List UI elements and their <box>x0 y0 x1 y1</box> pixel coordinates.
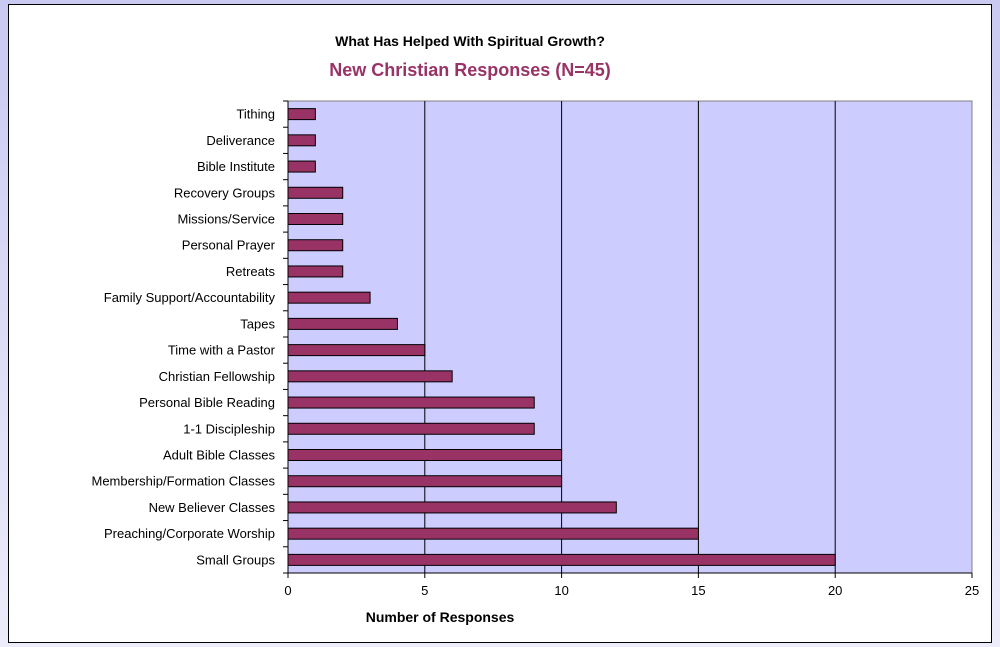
bar-2 <box>287 160 316 173</box>
x-tick-label-2: 10 <box>554 583 568 598</box>
bar-3 <box>287 186 344 199</box>
x-tick-labels: 0 5 10 15 20 25 <box>284 583 979 598</box>
bar-16 <box>287 527 699 540</box>
x-tick-label-1: 5 <box>421 583 428 598</box>
plot-area <box>287 100 973 574</box>
bar-6 <box>287 265 344 278</box>
bar-12 <box>287 422 535 435</box>
category-label-7: Family Support/Accountability <box>104 290 276 305</box>
bar-4 <box>287 213 344 225</box>
axes <box>283 100 973 578</box>
category-label-5: Personal Prayer <box>182 238 276 253</box>
bar-chart: What Has Helped With Spiritual Growth? N… <box>91 33 979 625</box>
category-label-9: Time with a Pastor <box>168 343 276 358</box>
bar-0 <box>287 108 316 121</box>
category-label-1: Deliverance <box>206 133 275 148</box>
gridlines <box>424 101 836 573</box>
bar-17 <box>287 553 836 566</box>
bars <box>287 108 836 566</box>
category-label-4: Missions/Service <box>177 212 275 227</box>
bar-10 <box>287 370 453 383</box>
bar-7 <box>287 291 371 304</box>
bar-5 <box>287 239 344 252</box>
x-tick-label-5: 25 <box>965 583 979 598</box>
x-axis-title: Number of Responses <box>366 609 515 625</box>
category-label-2: Bible Institute <box>197 159 275 174</box>
category-label-10: Christian Fellowship <box>159 369 275 384</box>
category-label-13: Adult Bible Classes <box>163 448 275 463</box>
bar-13 <box>287 449 563 461</box>
x-tick-label-3: 15 <box>691 583 705 598</box>
category-label-17: Small Groups <box>196 552 275 567</box>
category-label-11: Personal Bible Reading <box>139 395 275 410</box>
bar-9 <box>287 344 426 357</box>
bar-14 <box>287 475 563 488</box>
category-label-12: 1-1 Discipleship <box>183 421 275 436</box>
bar-11 <box>287 396 535 409</box>
bar-15 <box>287 501 617 514</box>
bar-1 <box>287 134 316 147</box>
category-label-8: Tapes <box>240 316 275 331</box>
x-tick-label-0: 0 <box>284 583 291 598</box>
category-labels: Tithing Deliverance Bible Institute Recover… <box>91 107 275 568</box>
category-label-3: Recovery Groups <box>174 185 276 200</box>
bar-8 <box>287 317 398 330</box>
chart-subtitle: New Christian Responses (N=45) <box>329 60 611 80</box>
chart-title: What Has Helped With Spiritual Growth? <box>335 33 605 49</box>
category-label-6: Retreats <box>226 264 276 279</box>
category-label-16: Preaching/Corporate Worship <box>104 526 275 541</box>
category-label-14: Membership/Formation Classes <box>91 474 275 489</box>
category-label-15: New Believer Classes <box>149 500 276 515</box>
chart-frame: What Has Helped With Spiritual Growth? N… <box>8 4 992 643</box>
category-label-0: Tithing <box>236 107 275 122</box>
x-tick-label-4: 20 <box>828 583 842 598</box>
